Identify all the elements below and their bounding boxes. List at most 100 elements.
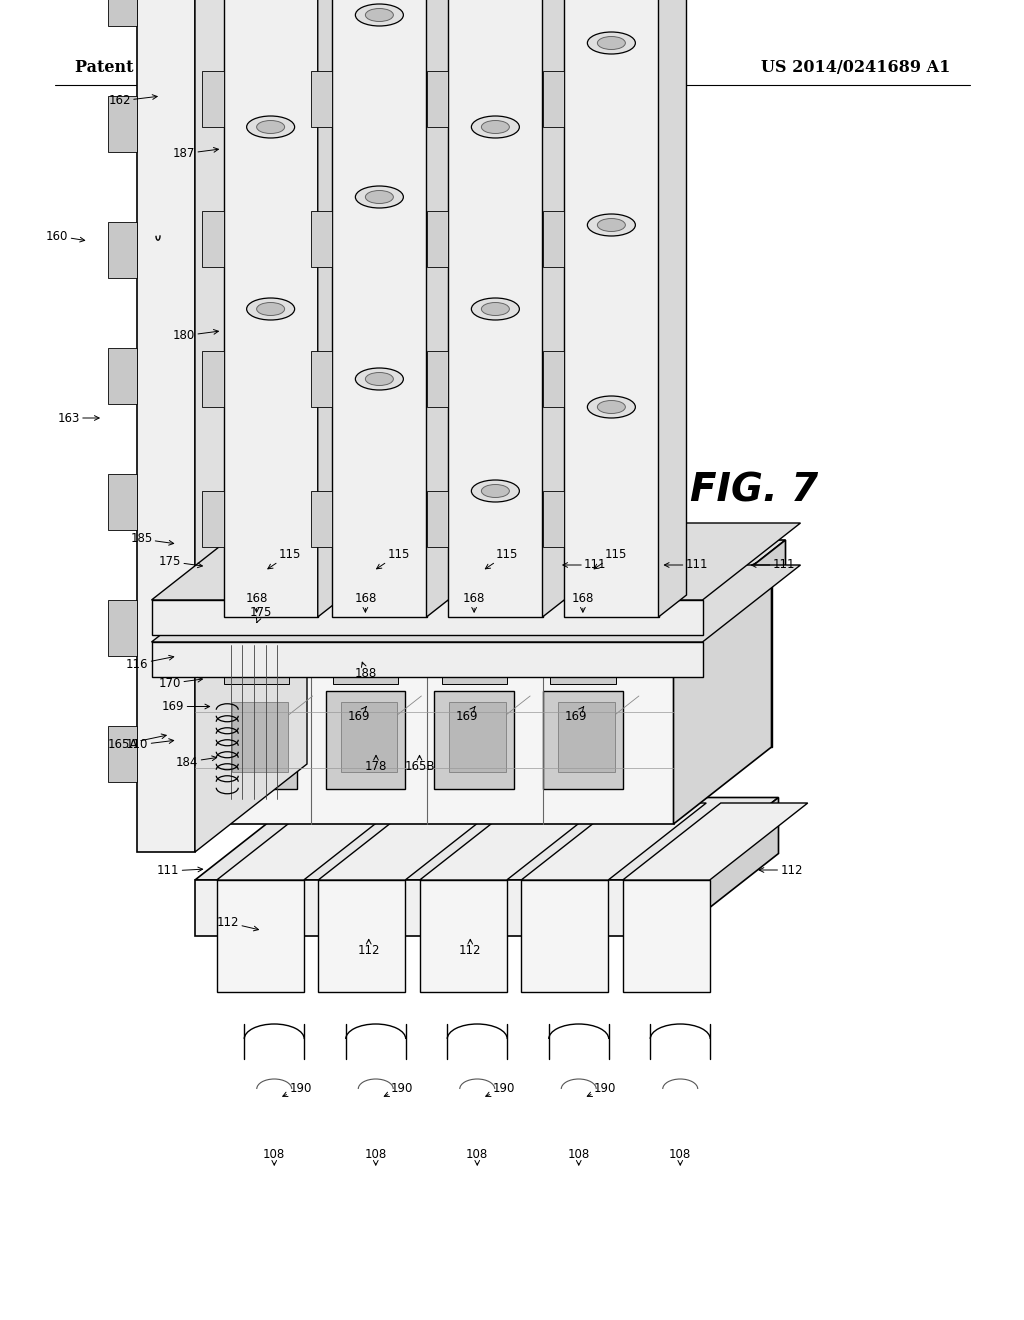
- Ellipse shape: [597, 400, 626, 413]
- Text: 162: 162: [109, 95, 157, 107]
- Polygon shape: [333, 656, 398, 684]
- Text: 163: 163: [57, 412, 99, 425]
- Polygon shape: [317, 0, 346, 616]
- Ellipse shape: [355, 4, 403, 26]
- Polygon shape: [231, 702, 289, 772]
- Text: 112: 112: [357, 940, 380, 957]
- Text: 169: 169: [347, 706, 370, 722]
- Ellipse shape: [471, 298, 519, 319]
- Ellipse shape: [588, 396, 635, 418]
- Polygon shape: [341, 702, 397, 772]
- Text: 168: 168: [571, 593, 594, 612]
- Polygon shape: [310, 211, 332, 267]
- Polygon shape: [202, 71, 223, 127]
- Polygon shape: [623, 803, 808, 880]
- Text: Aug. 28, 2014  Sheet 7 of 10: Aug. 28, 2014 Sheet 7 of 10: [385, 59, 639, 77]
- Text: 111: 111: [563, 558, 606, 572]
- Text: 111: 111: [157, 865, 203, 878]
- Text: 190: 190: [283, 1081, 311, 1097]
- Polygon shape: [674, 550, 771, 824]
- Polygon shape: [427, 211, 449, 267]
- Text: 108: 108: [567, 1147, 590, 1166]
- Polygon shape: [202, 211, 223, 267]
- Polygon shape: [318, 803, 503, 880]
- Polygon shape: [674, 797, 778, 936]
- Text: 190: 190: [587, 1081, 616, 1097]
- Ellipse shape: [355, 186, 403, 209]
- Text: 112: 112: [759, 863, 803, 876]
- Polygon shape: [108, 0, 137, 26]
- Text: 169: 169: [162, 700, 210, 713]
- Polygon shape: [543, 491, 564, 546]
- Ellipse shape: [481, 302, 509, 315]
- Polygon shape: [310, 491, 332, 546]
- Text: 112: 112: [217, 916, 258, 931]
- Polygon shape: [217, 690, 297, 789]
- Ellipse shape: [366, 8, 393, 21]
- Text: 110: 110: [126, 738, 174, 751]
- Text: 184: 184: [176, 755, 217, 768]
- Ellipse shape: [481, 484, 509, 498]
- Polygon shape: [108, 96, 137, 152]
- Text: FIG. 7: FIG. 7: [690, 471, 818, 510]
- Ellipse shape: [471, 116, 519, 139]
- Polygon shape: [420, 880, 507, 993]
- Text: 170: 170: [159, 677, 203, 690]
- Ellipse shape: [257, 302, 285, 315]
- Text: 115: 115: [377, 548, 410, 569]
- Ellipse shape: [366, 372, 393, 385]
- Polygon shape: [223, 0, 317, 616]
- Text: 111: 111: [665, 558, 708, 572]
- Polygon shape: [152, 565, 801, 642]
- Polygon shape: [543, 211, 564, 267]
- Ellipse shape: [257, 120, 285, 133]
- Polygon shape: [137, 0, 195, 851]
- Text: 108: 108: [263, 1147, 286, 1166]
- Polygon shape: [550, 656, 615, 684]
- Ellipse shape: [597, 37, 626, 49]
- Polygon shape: [543, 690, 623, 789]
- Polygon shape: [152, 642, 702, 677]
- Text: 175: 175: [249, 606, 271, 623]
- Polygon shape: [427, 71, 449, 127]
- Text: 168: 168: [463, 593, 485, 612]
- Text: 190: 190: [384, 1081, 413, 1097]
- Polygon shape: [195, 628, 674, 824]
- Polygon shape: [108, 601, 137, 656]
- Polygon shape: [108, 222, 137, 279]
- Polygon shape: [195, 628, 674, 663]
- Polygon shape: [449, 0, 543, 616]
- Polygon shape: [195, 880, 674, 936]
- Polygon shape: [195, 0, 307, 851]
- Polygon shape: [108, 348, 137, 404]
- Polygon shape: [674, 540, 785, 663]
- Text: 160: 160: [46, 230, 85, 243]
- Text: 116: 116: [126, 655, 174, 671]
- Polygon shape: [543, 351, 564, 407]
- Text: 111: 111: [752, 558, 795, 572]
- Polygon shape: [564, 0, 658, 616]
- Ellipse shape: [597, 219, 626, 231]
- Polygon shape: [217, 803, 401, 880]
- Text: 108: 108: [365, 1147, 387, 1166]
- Polygon shape: [195, 797, 778, 880]
- Ellipse shape: [355, 368, 403, 389]
- Text: 108: 108: [466, 1147, 488, 1166]
- Text: 115: 115: [594, 548, 628, 569]
- Text: 108: 108: [669, 1147, 691, 1166]
- Polygon shape: [623, 880, 710, 993]
- Ellipse shape: [481, 120, 509, 133]
- Polygon shape: [543, 71, 564, 127]
- Ellipse shape: [588, 32, 635, 54]
- Polygon shape: [441, 656, 507, 684]
- Polygon shape: [521, 880, 608, 993]
- Polygon shape: [558, 702, 614, 772]
- Polygon shape: [420, 803, 605, 880]
- Polygon shape: [108, 474, 137, 531]
- Polygon shape: [658, 0, 686, 616]
- Ellipse shape: [366, 190, 393, 203]
- Text: 165A: 165A: [108, 734, 166, 751]
- Text: 190: 190: [485, 1081, 515, 1097]
- Polygon shape: [310, 351, 332, 407]
- Ellipse shape: [247, 298, 295, 319]
